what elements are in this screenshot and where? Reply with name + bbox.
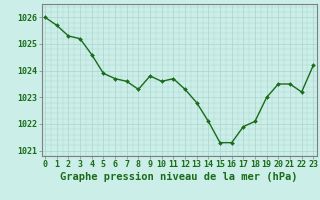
X-axis label: Graphe pression niveau de la mer (hPa): Graphe pression niveau de la mer (hPa): [60, 172, 298, 182]
